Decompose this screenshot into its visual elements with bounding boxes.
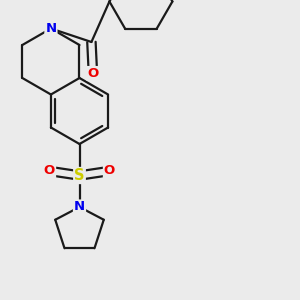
- Text: S: S: [74, 168, 85, 183]
- Text: O: O: [44, 164, 55, 178]
- Text: N: N: [45, 22, 56, 35]
- Text: O: O: [104, 164, 115, 178]
- Text: N: N: [74, 200, 85, 214]
- Text: O: O: [87, 67, 98, 80]
